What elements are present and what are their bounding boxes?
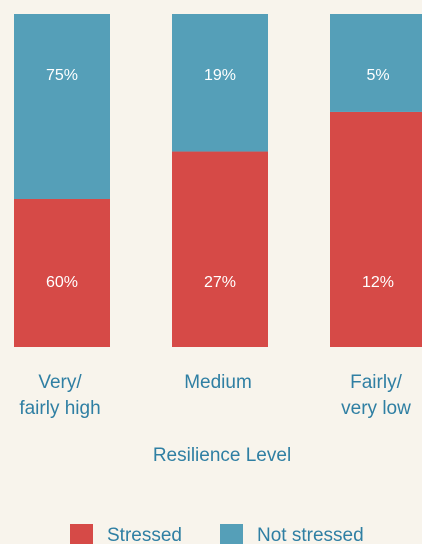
value-label: 60% xyxy=(46,274,78,291)
value-label: 27% xyxy=(204,274,236,291)
value-label: 12% xyxy=(362,274,394,291)
legend-swatch xyxy=(220,524,243,544)
x-tick-label: fairly high xyxy=(19,398,100,419)
bar-segment xyxy=(330,111,422,347)
x-tick-label: very low xyxy=(341,398,411,419)
bar-segment xyxy=(330,14,422,112)
legend-label: Stressed xyxy=(107,525,182,544)
x-axis-label: Resilience Level xyxy=(153,445,291,466)
bar-segment xyxy=(14,199,110,347)
bar-segment xyxy=(14,14,110,199)
legend-swatch xyxy=(70,524,93,544)
x-tick-label: Fairly/ xyxy=(350,372,402,393)
legend-label: Not stressed xyxy=(257,525,364,544)
value-label: 75% xyxy=(46,67,78,84)
value-label: 19% xyxy=(204,67,236,84)
bar-segment xyxy=(172,151,268,347)
x-tick-label: Very/ xyxy=(38,372,82,393)
value-label: 5% xyxy=(366,67,389,84)
x-tick-label: Medium xyxy=(184,372,252,393)
bar-segment xyxy=(172,14,268,152)
